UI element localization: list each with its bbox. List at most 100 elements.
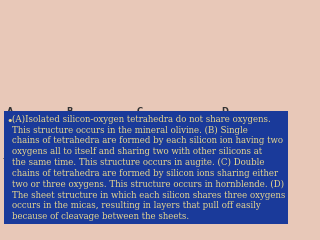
Circle shape [260, 139, 262, 141]
Polygon shape [164, 126, 175, 136]
Polygon shape [97, 128, 109, 139]
Circle shape [235, 144, 241, 151]
Circle shape [199, 154, 206, 161]
Circle shape [245, 139, 247, 141]
Circle shape [71, 124, 79, 132]
Text: Tetrahedron
Structure: Tetrahedron Structure [2, 158, 31, 169]
Circle shape [214, 126, 221, 133]
Polygon shape [196, 133, 206, 143]
Circle shape [192, 139, 199, 147]
Circle shape [150, 138, 157, 146]
Circle shape [212, 130, 219, 137]
Circle shape [215, 167, 217, 169]
Circle shape [152, 122, 159, 129]
Circle shape [38, 169, 41, 172]
Polygon shape [136, 139, 147, 149]
Circle shape [152, 135, 159, 143]
Circle shape [265, 144, 272, 151]
Circle shape [42, 170, 50, 178]
Circle shape [204, 116, 211, 123]
Circle shape [200, 139, 202, 141]
Circle shape [233, 168, 240, 175]
Circle shape [138, 122, 145, 129]
Circle shape [143, 145, 150, 152]
Circle shape [214, 154, 221, 161]
Polygon shape [164, 139, 175, 149]
Circle shape [207, 153, 209, 155]
Circle shape [13, 158, 21, 166]
Circle shape [65, 135, 73, 143]
Circle shape [169, 144, 171, 147]
Circle shape [20, 147, 28, 155]
Circle shape [225, 154, 232, 161]
Circle shape [192, 168, 199, 175]
Circle shape [164, 138, 172, 146]
Circle shape [77, 135, 85, 143]
Circle shape [233, 139, 240, 147]
Circle shape [166, 122, 173, 129]
Circle shape [259, 126, 266, 133]
Polygon shape [203, 119, 213, 129]
Circle shape [237, 153, 239, 155]
Circle shape [155, 131, 157, 133]
Circle shape [166, 135, 173, 143]
Circle shape [168, 138, 175, 146]
Polygon shape [17, 123, 30, 134]
Circle shape [203, 139, 210, 147]
Circle shape [240, 126, 247, 133]
Text: Oxygen: Oxygen [66, 120, 90, 125]
Circle shape [222, 153, 224, 155]
Polygon shape [233, 147, 244, 157]
Circle shape [173, 129, 180, 136]
Circle shape [199, 126, 206, 133]
Circle shape [155, 144, 157, 147]
Polygon shape [150, 126, 161, 136]
Circle shape [255, 154, 262, 161]
Circle shape [228, 158, 234, 165]
Circle shape [210, 154, 217, 161]
Circle shape [157, 132, 164, 139]
Circle shape [203, 168, 210, 175]
Circle shape [263, 139, 270, 147]
Circle shape [140, 144, 142, 147]
Circle shape [161, 132, 168, 139]
Text: B: B [66, 107, 72, 116]
Circle shape [26, 158, 34, 166]
Circle shape [42, 144, 50, 152]
Circle shape [229, 126, 236, 133]
Text: D: D [221, 107, 228, 116]
Circle shape [270, 126, 277, 133]
Circle shape [237, 168, 244, 175]
Circle shape [222, 125, 224, 127]
Polygon shape [226, 133, 236, 143]
Circle shape [38, 143, 41, 146]
Text: A: A [7, 107, 13, 116]
Circle shape [207, 168, 214, 175]
Circle shape [147, 145, 154, 152]
Circle shape [207, 139, 214, 147]
Circle shape [154, 138, 161, 146]
Polygon shape [233, 119, 244, 129]
Circle shape [29, 144, 37, 152]
Circle shape [20, 119, 28, 127]
Polygon shape [211, 133, 221, 143]
Circle shape [26, 130, 34, 138]
Circle shape [169, 131, 171, 133]
Text: (A)Isolated silicon-oxygen tetrahedra do not share oxygens.
This structure occur: (A)Isolated silicon-oxygen tetrahedra do… [12, 115, 285, 221]
Polygon shape [248, 147, 259, 157]
Circle shape [252, 139, 259, 147]
Circle shape [157, 145, 164, 152]
Circle shape [220, 144, 226, 151]
Circle shape [245, 167, 247, 169]
Circle shape [215, 139, 217, 141]
Circle shape [248, 139, 255, 147]
Circle shape [258, 130, 264, 137]
Polygon shape [241, 161, 251, 171]
Polygon shape [143, 132, 154, 142]
Circle shape [255, 126, 262, 133]
Text: •: • [7, 116, 13, 126]
Polygon shape [196, 161, 206, 171]
Polygon shape [83, 128, 95, 139]
Circle shape [260, 167, 262, 169]
Circle shape [252, 153, 254, 155]
